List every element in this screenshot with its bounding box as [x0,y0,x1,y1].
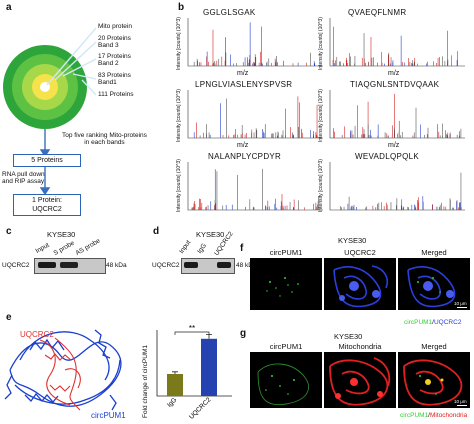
g-title-3: Merged [421,342,447,351]
g-legend-sep: / [428,412,430,419]
panel-c-label: c [6,226,12,237]
lane-d-input: Input [178,239,193,255]
protein-structure [4,329,122,411]
f-legend: circPUM1/UQCRC2 [404,319,461,326]
step-top-five: Top five ranking Mito-proteins in each b… [62,132,147,146]
f-legend-green: circPUM1 [404,319,433,326]
g-image-circpum1 [250,352,322,408]
panel-e-label: e [6,312,12,323]
panel-f-label: f [240,243,244,254]
panel-c-cell: KYSE30 [47,230,76,239]
ms-xlabel-2: m/z [388,70,400,77]
peptide-3: LPNGLVIASLENYSPVSR [195,80,293,89]
lane-d-igg: IgG [196,242,209,255]
structure-label-rna: circPUM1 [91,411,126,420]
panel-d-cell: KYSE30 [196,230,225,239]
errorbar-uqcrc2 [206,334,212,339]
ring-label-band1: 83 Proteins Band1 [98,72,131,86]
band-d-uqcrc2 [217,262,231,268]
peptide-6: WEVADLQPQLK [355,152,420,161]
significance-bracket [174,331,210,335]
errorbar-igg [172,371,178,374]
f-legend-sep: / [432,319,434,326]
bar-uqcrc2 [201,338,217,396]
g-legend-other: Mitochondria [429,412,468,419]
panel-g-label: g [240,328,247,339]
g-image-merged [398,352,470,408]
panel-b-label: b [178,2,185,13]
peptide-4: TIAQGNLSNTDVQAAK [350,80,440,89]
f-title-1: circPUM1 [269,248,303,257]
g-image-mitochondria [324,352,396,408]
bar-label-igg: IgG [166,396,178,408]
lane-c-sprobe: S probe [52,239,76,257]
peptide-2: QVAEQFLNMR [348,8,407,17]
panel-c-size: 48 kDa [106,262,127,269]
significance-stars: ** [189,324,195,333]
peptide-1: GGLGLSGAK [203,8,256,17]
ms-ylabel-6: Intensity [counts] (10^3) [318,159,324,212]
g-title-1: circPUM1 [269,342,303,351]
g-legend-green: circPUM1 [400,412,429,419]
g-title-2: Mitochondria [338,342,382,351]
ms-ylabel-5: Intensity [counts] (10^3) [176,159,182,212]
f-title-2: UQCRC2 [344,248,376,257]
box-five-proteins: 5 Proteins [13,154,81,167]
g-scale-text: 10 μm [454,399,467,404]
ms-xlabel-3: m/z [237,142,249,149]
ms-axis-4 [329,90,465,139]
band-d-input [184,262,198,268]
ms-spectra [187,18,465,211]
box-one-protein: 1 Protein: UQCRC2 [13,194,81,216]
ms-axis-3 [187,90,323,139]
ms-axis-2 [329,18,465,67]
bar-label-uqcrc2: UQCRC2 [188,396,213,421]
ring-label-band2: 17 Proteins Band 2 [98,53,131,67]
peptide-5: NALANPLYCPDYR [208,152,282,161]
ring-label-mito: Mito protein [98,23,132,30]
lane-c-asprobe: AS probe [74,237,102,257]
ms-ylabel-1: Intensity [counts] (10^3) [176,17,182,70]
panel-a-graphic [3,27,97,196]
panel-e-bar-chart: IgG UQCRC2 ** [156,324,232,421]
f-legend-other: UQCRC2 [433,319,462,326]
g-legend: circPUM1/Mitochondria [400,412,467,419]
structure-label-protein: UQCRC2 [20,330,54,339]
f-image-merged [398,258,470,310]
panel-f-cell: KYSE30 [338,236,367,245]
ms-ylabel-4: Intensity [counts] (10^3) [318,89,324,142]
f-title-3: Merged [421,248,447,257]
panel-d-protein: UQCRC2 [152,262,180,269]
ring-label-band3: 20 Proteins Band 3 [98,35,131,49]
f-image-uqcrc2 [324,258,396,310]
panel-a-label: a [6,2,12,13]
ms-xlabel-1: m/z [237,70,249,77]
f-scale-text: 10 μm [454,301,467,306]
ms-xlabel-4: m/z [388,142,400,149]
ms-axis-1 [187,18,323,67]
panel-d-size: 48 kDa [236,262,257,269]
ms-axis-5 [187,162,323,211]
ms-ylabel-3: Intensity [counts] (10^3) [176,89,182,142]
bar-igg [167,374,183,396]
f-image-circpum1 [250,258,322,310]
blot-c [34,258,106,274]
ring-label-111: 111 Proteins [98,91,134,98]
panel-c-protein: UQCRC2 [2,262,30,269]
blot-d [181,258,235,274]
ms-axis-6 [329,162,465,211]
lane-c-input: Input [34,241,51,255]
g-scalebar [457,405,467,406]
step-rna-pulldown: RNA pull down and RIP assay [2,171,45,185]
ms-ylabel-2: Intensity [counts] (10^3) [318,17,324,70]
panel-d-label: d [153,226,160,237]
panel-g-cell: KYSE30 [334,332,363,341]
f-scalebar [457,307,467,308]
bar-ylabel: Fold change of circPUM1 [142,345,149,418]
band-c-sprobe [60,262,78,268]
band-c-input [38,262,56,268]
